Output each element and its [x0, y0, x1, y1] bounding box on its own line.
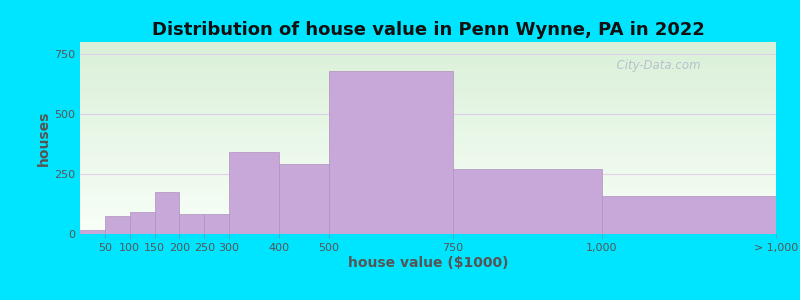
Bar [329, 71, 453, 234]
Bar [453, 169, 602, 234]
Bar [154, 192, 179, 234]
Bar [105, 216, 130, 234]
Text: City-Data.com: City-Data.com [609, 58, 701, 71]
Bar [602, 196, 776, 234]
Y-axis label: houses: houses [38, 110, 51, 166]
Bar [179, 214, 204, 234]
Bar [279, 164, 329, 234]
Bar [204, 214, 229, 234]
X-axis label: house value ($1000): house value ($1000) [348, 256, 508, 270]
Bar [229, 152, 279, 234]
Title: Distribution of house value in Penn Wynne, PA in 2022: Distribution of house value in Penn Wynn… [151, 21, 705, 39]
Bar [130, 212, 154, 234]
Bar [80, 230, 105, 234]
